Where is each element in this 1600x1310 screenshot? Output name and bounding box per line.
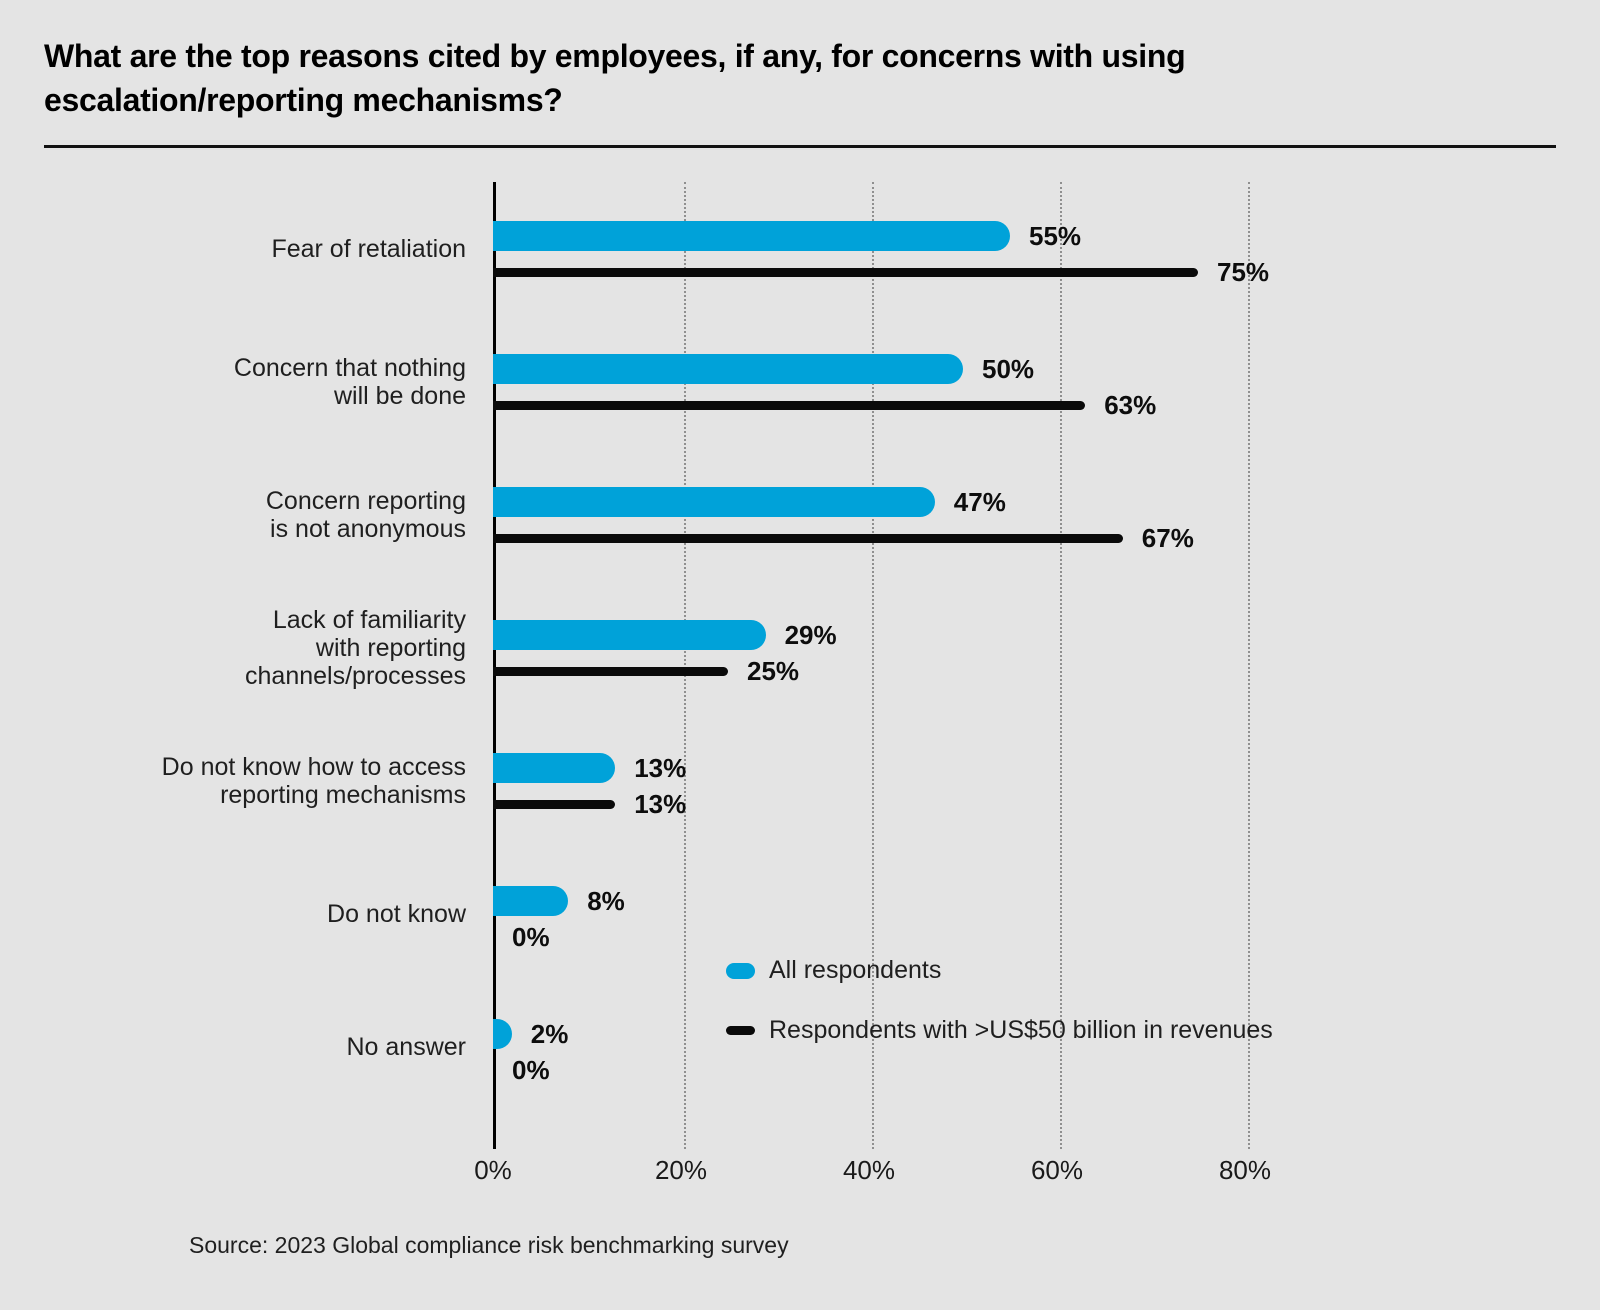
x-tick-label: 40% (842, 1155, 896, 1185)
bar-large-revenue (493, 533, 1123, 543)
bar-all-respondents (493, 353, 963, 384)
x-tick-label: 80% (1218, 1155, 1272, 1185)
chart-row: Fear of retaliation 55% 75% (44, 182, 1584, 315)
gridline (684, 182, 686, 1149)
value-label-large-revenue: 75% (1217, 257, 1270, 287)
plot-area (493, 182, 1436, 1149)
category-label: Fear of retaliation (271, 234, 466, 263)
legend: All respondents Respondents with >US$50 … (726, 955, 1273, 1046)
legend-swatch-large-revenue-icon (726, 1026, 755, 1035)
value-label-large-revenue: 25% (747, 656, 800, 686)
bar-all-respondents (493, 486, 935, 517)
gridline (1248, 182, 1250, 1149)
legend-item-large-revenue: Respondents with >US$50 billion in reven… (726, 1015, 1273, 1046)
value-label-all-respondents: 55% (1029, 220, 1082, 251)
source-note: Source: 2023 Global compliance risk benc… (189, 1232, 789, 1258)
category-label: Lack of familiarity with reporting chann… (245, 605, 466, 690)
x-axis-ticks: 0% 20% 40% 60% 80% (474, 1155, 1433, 1187)
value-label-all-respondents: 8% (587, 885, 625, 916)
title-underline (44, 145, 1556, 148)
chart-row: Concern that nothing will be done 50% 63… (44, 315, 1584, 448)
bar-large-revenue (493, 267, 1198, 277)
bar-group: 50% 63% (493, 353, 1553, 418)
gridline (872, 182, 874, 1149)
category-label: Concern that nothing will be done (233, 353, 466, 410)
category-label: Concern reporting is not anonymous (265, 486, 466, 543)
legend-label: All respondents (769, 956, 942, 984)
category-label: No answer (346, 1032, 467, 1061)
value-label-large-revenue: 63% (1104, 390, 1157, 420)
bar-large-revenue (493, 666, 728, 676)
bar-all-respondents (493, 752, 616, 783)
legend-swatch-all-respondents-icon (726, 962, 755, 979)
value-label-large-revenue: 67% (1141, 523, 1194, 553)
value-label-large-revenue: 0% (512, 1055, 550, 1085)
x-tick-label: 60% (1030, 1155, 1084, 1185)
category-label: Do not know (327, 899, 466, 928)
bar-all-respondents (493, 220, 1010, 251)
legend-label: Respondents with >US$50 billion in reven… (769, 1016, 1273, 1044)
chart-row: No answer 2% 0% (44, 980, 1584, 1113)
bar-group: 8% 0% (493, 885, 1553, 950)
bar-all-respondents (493, 1018, 512, 1049)
x-tick-label: 20% (654, 1155, 708, 1185)
value-label-all-respondents: 50% (982, 353, 1035, 384)
value-label-all-respondents: 47% (953, 486, 1006, 517)
value-label-all-respondents: 13% (634, 752, 687, 783)
value-label-all-respondents: 2% (530, 1018, 569, 1049)
bar-large-revenue (493, 400, 1086, 410)
bar-large-revenue (493, 799, 616, 809)
chart-row: Lack of familiarity with reporting chann… (44, 581, 1584, 714)
legend-item-all-respondents: All respondents (726, 955, 1273, 986)
bar-chart: Fear of retaliation 55% 75% Concern that… (44, 182, 1584, 1113)
chart-row: Do not know how to access reporting mech… (44, 714, 1584, 847)
bar-group: 13% 13% (493, 752, 1553, 817)
chart-row: Do not know 8% 0% (44, 847, 1584, 980)
chart-row: Concern reporting is not anonymous 47% 6… (44, 448, 1584, 581)
bar-all-respondents (493, 885, 569, 916)
value-label-all-respondents: 29% (784, 619, 837, 650)
bar-group: 47% 67% (493, 486, 1553, 551)
gridline (1060, 182, 1062, 1149)
value-label-large-revenue: 13% (634, 789, 687, 819)
bar-group: 55% 75% (493, 220, 1553, 285)
category-label: Do not know how to access reporting mech… (161, 752, 466, 809)
value-label-large-revenue: 0% (512, 922, 550, 952)
x-tick-label: 0% (474, 1155, 512, 1185)
bar-group: 2% 0% (493, 1018, 1553, 1083)
page-title: What are the top reasons cited by employ… (44, 38, 1186, 118)
bar-group: 29% 25% (493, 619, 1553, 684)
bar-all-respondents (493, 619, 766, 650)
